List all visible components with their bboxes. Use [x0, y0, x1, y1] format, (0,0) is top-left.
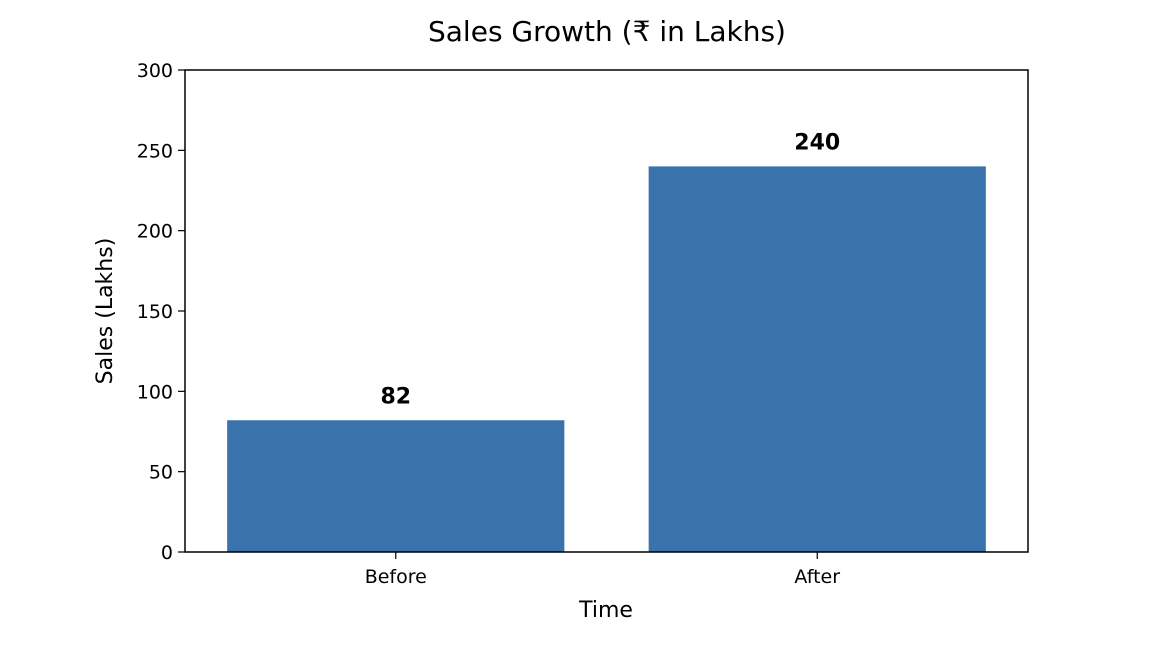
plot-area: 82 240 — [184, 69, 1029, 553]
y-axis-label: Sales (Lakhs) — [93, 238, 118, 385]
x-axis-ticks: Before After — [365, 552, 840, 588]
x-tick-label: After — [794, 566, 840, 588]
x-axis-label: Time — [578, 598, 633, 623]
bar-before — [227, 420, 565, 552]
y-tick-label: 0 — [161, 542, 173, 564]
data-labels-group: 82 240 — [380, 130, 840, 409]
bars-group — [227, 166, 986, 552]
y-tick-label: 250 — [137, 140, 173, 162]
data-label-before: 82 — [380, 384, 411, 409]
y-tick-label: 100 — [137, 381, 173, 403]
y-tick-label: 300 — [137, 60, 173, 82]
y-tick-label: 200 — [137, 221, 173, 243]
chart-title: Sales Growth (₹ in Lakhs) — [428, 15, 786, 48]
bar-after — [648, 166, 986, 552]
y-axis-ticks: 0 50 100 150 200 250 300 — [137, 60, 185, 564]
data-label-after: 240 — [794, 130, 840, 155]
x-tick-label: Before — [365, 566, 427, 588]
y-tick-label: 150 — [137, 301, 173, 323]
y-tick-label: 50 — [149, 462, 173, 484]
